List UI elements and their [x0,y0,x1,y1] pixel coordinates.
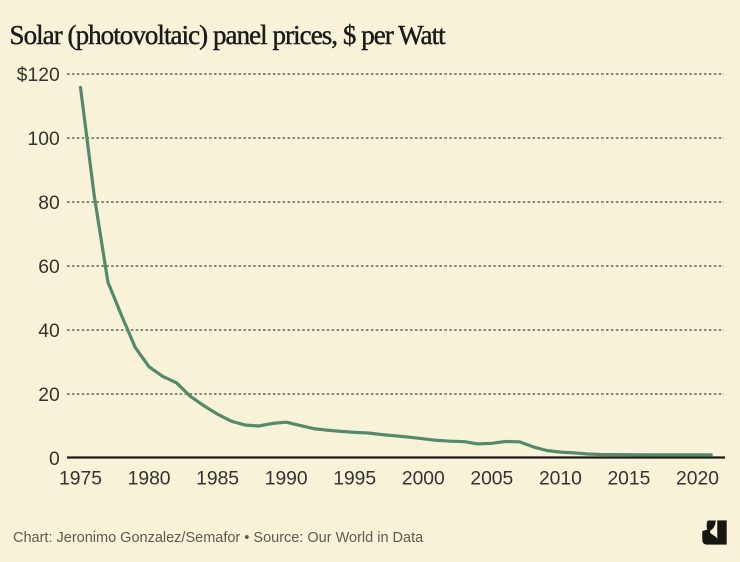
svg-text:1975: 1975 [59,469,102,490]
svg-text:2010: 2010 [539,469,582,490]
svg-text:2020: 2020 [676,469,719,490]
svg-text:60: 60 [38,257,59,278]
svg-text:2005: 2005 [470,469,513,490]
svg-text:0: 0 [49,449,60,470]
svg-text:40: 40 [38,321,59,342]
svg-text:1995: 1995 [333,469,376,490]
svg-text:2000: 2000 [402,469,445,490]
svg-text:Solar (photovoltaic) panel pri: Solar (photovoltaic) panel prices, $ per… [10,20,447,50]
svg-text:100: 100 [28,129,60,150]
svg-text:Chart: Jeronimo Gonzalez/Semaf: Chart: Jeronimo Gonzalez/Semafor • Sourc… [13,530,424,546]
svg-text:1985: 1985 [196,469,239,490]
svg-text:1990: 1990 [265,469,308,490]
svg-text:2015: 2015 [607,469,650,490]
svg-text:$120: $120 [17,65,60,86]
svg-text:80: 80 [38,193,59,214]
svg-text:20: 20 [38,385,59,406]
svg-text:1980: 1980 [128,469,171,490]
